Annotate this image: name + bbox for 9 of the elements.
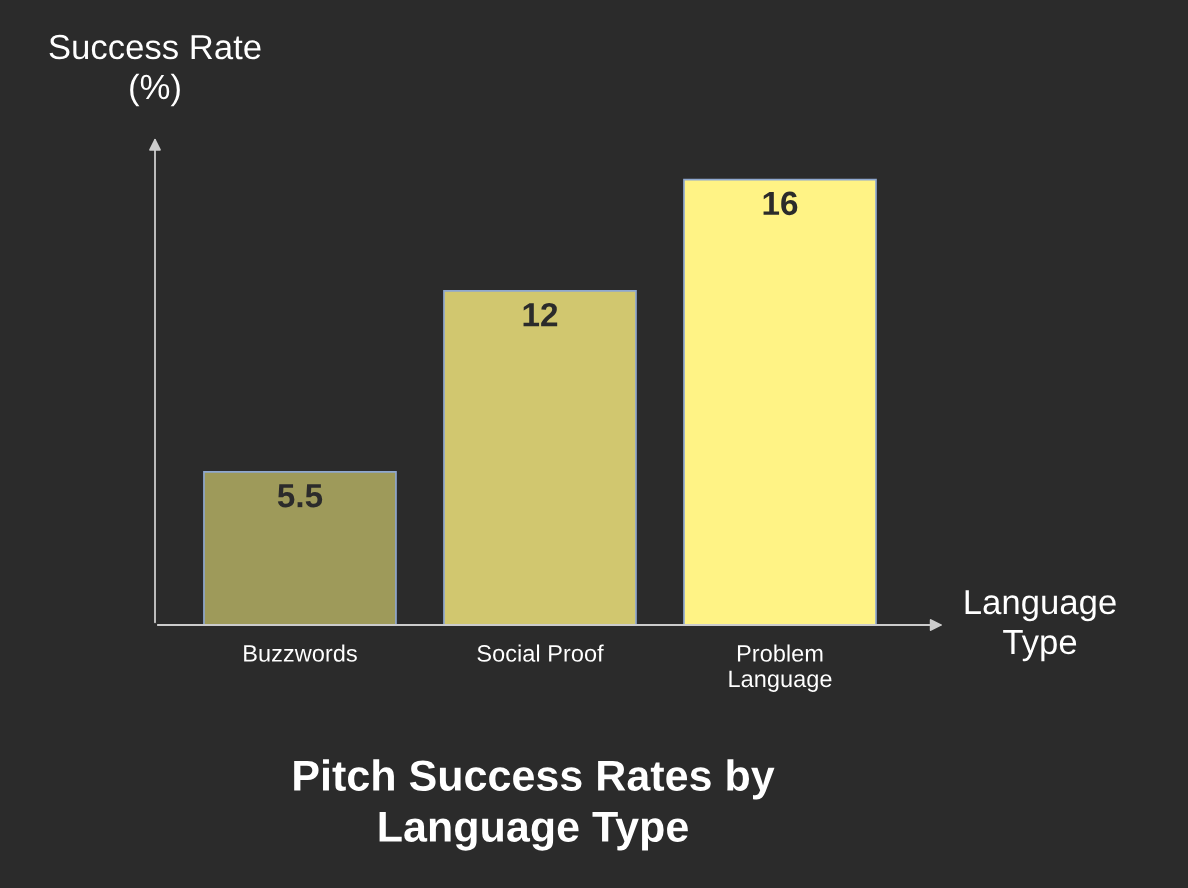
x-tick-label: Buzzwords <box>244 644 357 662</box>
data-label: 5.5 <box>277 484 323 508</box>
x-tick-label: Problem Language <box>729 644 832 692</box>
y-axis-title: Success Rate (%) <box>49 34 261 107</box>
x-axis-title: Language Type <box>965 590 1116 662</box>
data-label: 12 <box>523 302 558 327</box>
text: Pitch Success Rates by Language Type <box>294 759 775 851</box>
data-label: 16 <box>763 191 798 216</box>
x-tick-label: Social Proof <box>477 644 604 662</box>
